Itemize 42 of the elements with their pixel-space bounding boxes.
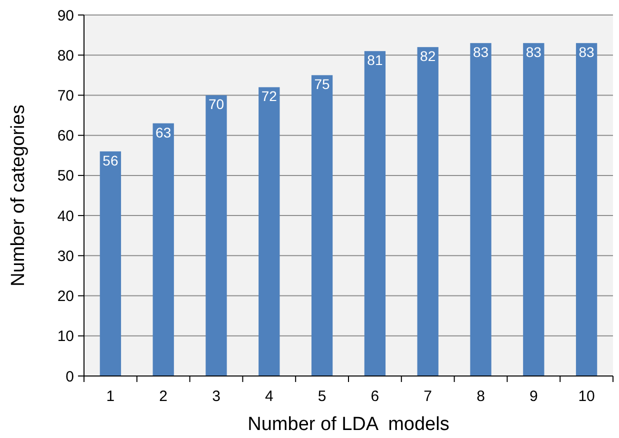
x-tick-label: 1 xyxy=(106,388,115,405)
data-label: 56 xyxy=(102,152,118,168)
bar xyxy=(417,47,438,376)
bar xyxy=(258,87,280,376)
x-tick-label: 4 xyxy=(264,388,274,405)
bar xyxy=(576,43,598,376)
y-tick-label: 20 xyxy=(57,288,74,306)
data-label: 83 xyxy=(526,44,542,60)
x-tick-label: 2 xyxy=(159,388,168,405)
x-tick-label: 6 xyxy=(370,388,380,405)
x-tick-label: 10 xyxy=(578,388,595,405)
y-tick-label: 70 xyxy=(57,87,74,104)
data-label: 75 xyxy=(314,76,330,92)
x-tick-label: 3 xyxy=(212,388,220,405)
data-label: 82 xyxy=(420,48,436,64)
x-tick-label: 9 xyxy=(529,388,538,405)
y-tick-label: 90 xyxy=(57,7,74,24)
y-tick-label: 30 xyxy=(57,248,74,265)
data-label: 63 xyxy=(156,124,172,140)
bar xyxy=(470,43,492,376)
data-label: 72 xyxy=(261,88,278,104)
bar xyxy=(100,151,122,376)
y-tick-label: 80 xyxy=(57,47,74,64)
bar xyxy=(206,95,227,376)
y-tick-label: 40 xyxy=(57,208,74,225)
bar xyxy=(364,51,386,376)
x-tick-label: 8 xyxy=(476,388,485,405)
y-tick-label: 10 xyxy=(57,328,74,346)
x-tick-label: 5 xyxy=(318,388,326,405)
data-label: 83 xyxy=(578,44,595,60)
bar xyxy=(523,43,544,376)
y-tick-label: 50 xyxy=(57,168,74,185)
data-label: 83 xyxy=(472,44,489,60)
data-label: 81 xyxy=(367,52,383,68)
x-axis-title: Number of LDA models xyxy=(248,414,450,435)
bar xyxy=(152,123,174,376)
x-tick-label: 7 xyxy=(424,388,432,405)
y-axis-title: Number of categories xyxy=(8,104,29,286)
y-tick-label: 0 xyxy=(66,368,74,386)
y-tick-label: 60 xyxy=(57,128,74,145)
bar xyxy=(311,75,333,376)
data-label: 70 xyxy=(208,96,224,112)
